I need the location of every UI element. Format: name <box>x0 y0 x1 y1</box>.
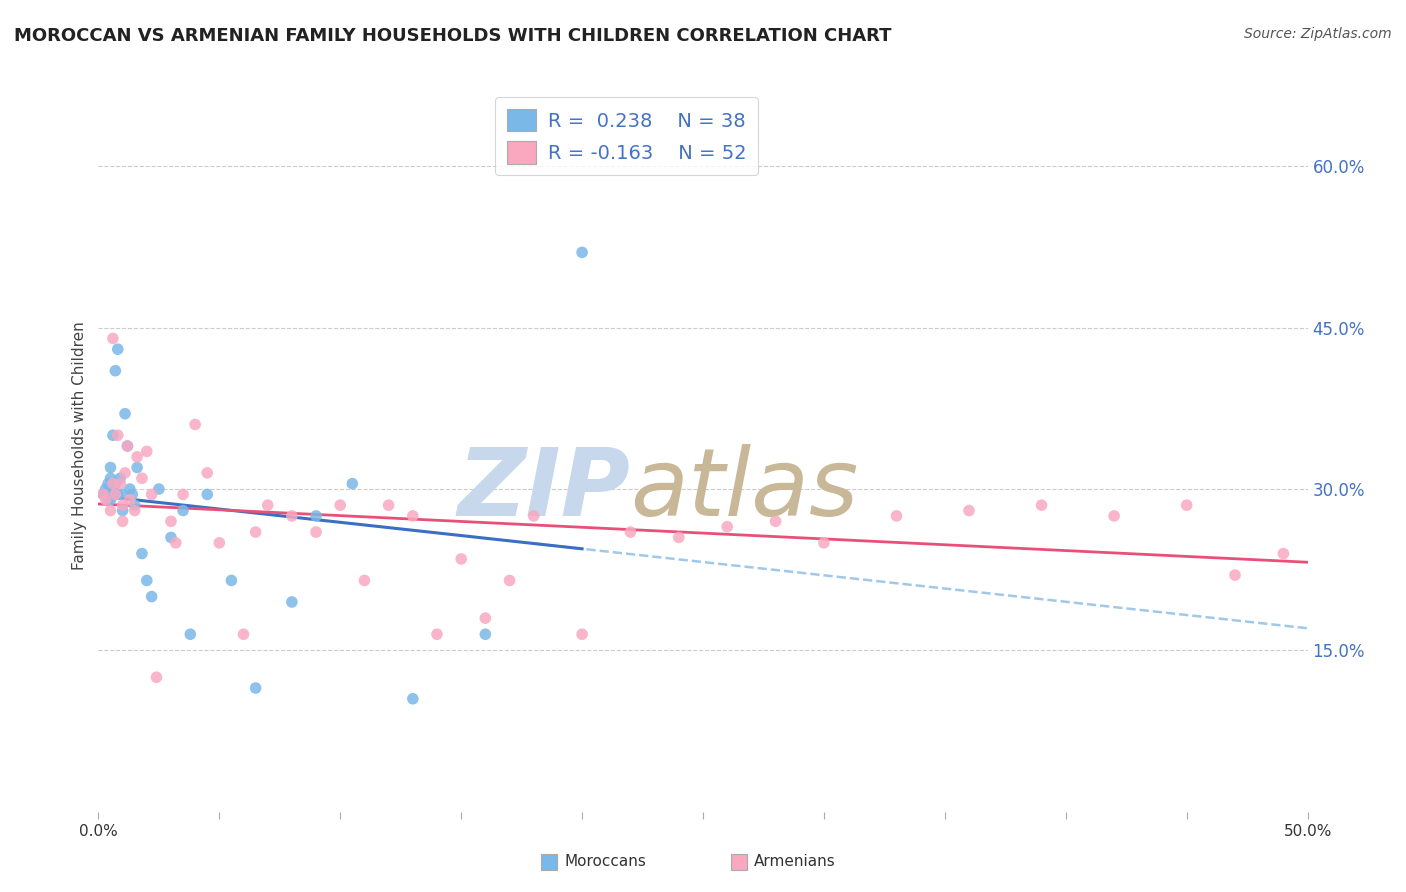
Point <box>91 487 114 501</box>
Point <box>1272 547 1295 561</box>
Point <box>426 627 449 641</box>
Point <box>117 439 139 453</box>
Point <box>100 460 122 475</box>
Point <box>94 492 117 507</box>
Point <box>101 428 124 442</box>
Point <box>141 487 163 501</box>
Point <box>221 574 243 588</box>
Point <box>118 482 141 496</box>
Y-axis label: Family Households with Children: Family Households with Children <box>72 322 87 570</box>
Point <box>245 681 267 695</box>
Point <box>619 524 641 539</box>
Point <box>160 530 183 544</box>
Point <box>571 627 593 641</box>
Point <box>256 498 278 512</box>
Point <box>813 536 835 550</box>
Point <box>135 444 157 458</box>
Point <box>474 611 496 625</box>
Point <box>172 503 194 517</box>
Legend: R =  0.238    N = 38, R = -0.163    N = 52: R = 0.238 N = 38, R = -0.163 N = 52 <box>495 97 758 176</box>
Point <box>127 450 149 464</box>
Point <box>195 466 218 480</box>
Point <box>232 627 254 641</box>
Point <box>121 487 143 501</box>
Point <box>329 498 352 512</box>
Point <box>1031 498 1053 512</box>
Point <box>668 530 690 544</box>
Point <box>100 492 122 507</box>
Point <box>165 536 187 550</box>
Point <box>104 487 127 501</box>
Point <box>1175 498 1198 512</box>
Point <box>107 428 129 442</box>
Point <box>124 503 146 517</box>
Point <box>97 492 120 507</box>
Point <box>131 547 153 561</box>
Text: MOROCCAN VS ARMENIAN FAMILY HOUSEHOLDS WITH CHILDREN CORRELATION CHART: MOROCCAN VS ARMENIAN FAMILY HOUSEHOLDS W… <box>14 27 891 45</box>
Point <box>114 466 136 480</box>
Point <box>108 476 131 491</box>
Point <box>94 482 117 496</box>
Point <box>765 514 787 528</box>
Point <box>97 476 120 491</box>
Point <box>91 487 114 501</box>
Text: Armenians: Armenians <box>754 855 837 869</box>
Point <box>107 342 129 356</box>
Text: atlas: atlas <box>630 444 859 535</box>
Point <box>281 508 304 523</box>
Point <box>114 407 136 421</box>
Text: ZIP: ZIP <box>457 444 630 536</box>
Point <box>195 487 218 501</box>
Point <box>179 627 201 641</box>
Point <box>402 691 425 706</box>
Point <box>353 574 375 588</box>
Point <box>104 476 127 491</box>
Point <box>172 487 194 501</box>
Point <box>523 508 546 523</box>
Point <box>111 514 134 528</box>
Point <box>101 482 124 496</box>
Point <box>127 460 149 475</box>
Point <box>124 498 146 512</box>
Point <box>281 595 304 609</box>
Point <box>886 508 908 523</box>
Point <box>342 476 364 491</box>
Text: Source: ZipAtlas.com: Source: ZipAtlas.com <box>1244 27 1392 41</box>
Point <box>160 514 183 528</box>
Point <box>208 536 231 550</box>
Point <box>118 492 141 507</box>
Point <box>716 519 738 533</box>
Point <box>111 487 134 501</box>
Point <box>148 482 170 496</box>
Point <box>377 498 399 512</box>
Point <box>101 476 124 491</box>
Point <box>131 471 153 485</box>
Point <box>101 331 124 345</box>
Point <box>474 627 496 641</box>
Point <box>245 524 267 539</box>
Point <box>305 524 328 539</box>
Point <box>498 574 520 588</box>
Point <box>957 503 980 517</box>
Point <box>1223 568 1246 582</box>
Point <box>111 498 134 512</box>
Point <box>107 487 129 501</box>
Point <box>111 503 134 517</box>
Point <box>450 552 472 566</box>
Point <box>145 670 167 684</box>
Point <box>571 245 593 260</box>
Point <box>1102 508 1125 523</box>
Point <box>135 574 157 588</box>
Point <box>184 417 207 432</box>
Point <box>100 503 122 517</box>
Text: Moroccans: Moroccans <box>564 855 647 869</box>
Point <box>402 508 425 523</box>
Point <box>104 364 127 378</box>
Point <box>141 590 163 604</box>
Point <box>117 439 139 453</box>
Point <box>305 508 328 523</box>
Point <box>108 471 131 485</box>
Point <box>100 471 122 485</box>
